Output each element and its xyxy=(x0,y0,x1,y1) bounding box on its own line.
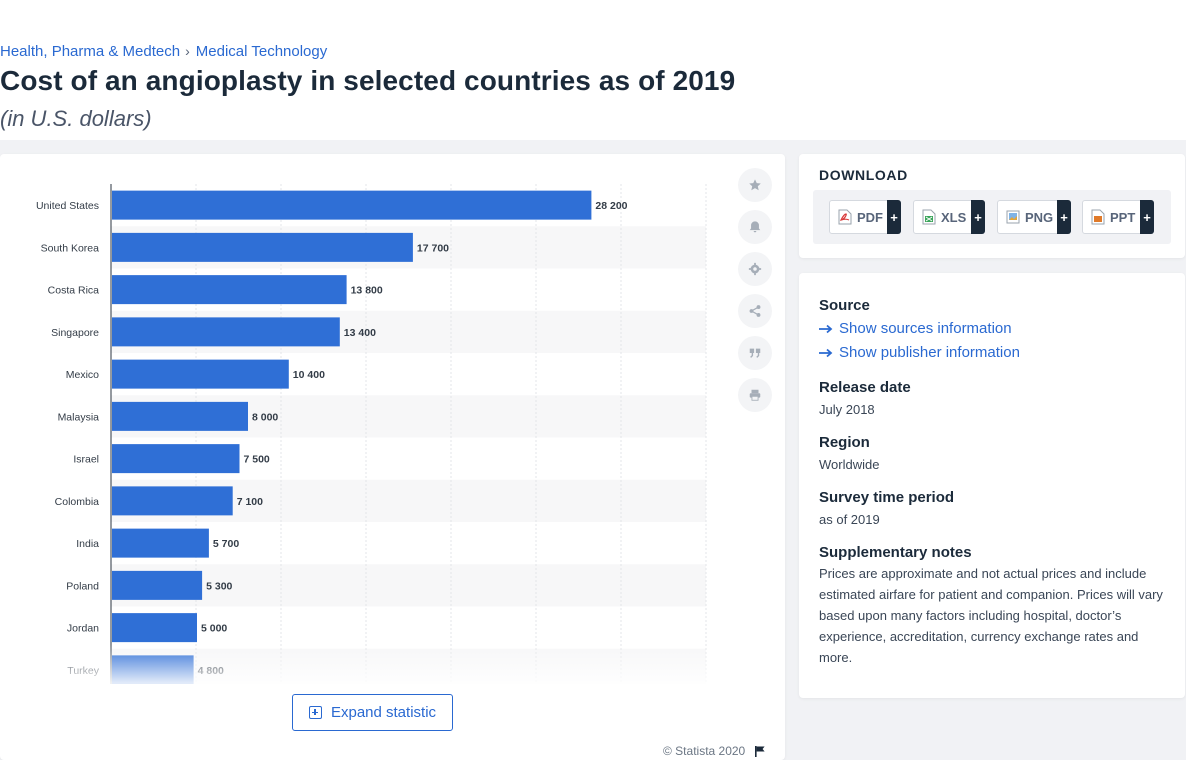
download-png-button[interactable]: PNG + xyxy=(997,200,1071,234)
show-sources-link[interactable]: Show sources information xyxy=(819,320,1012,337)
category-label: United States xyxy=(36,200,99,212)
breadcrumb-category-link[interactable]: Health, Pharma & Medtech xyxy=(0,43,181,60)
category-label: India xyxy=(76,538,99,550)
ppt-plus: + xyxy=(1140,200,1154,234)
region-heading: Region xyxy=(819,434,870,451)
breadcrumb: Health, Pharma & Medtech › Medical Technol… xyxy=(0,43,327,60)
value-label: 28 200 xyxy=(595,200,627,212)
download-xls-button[interactable]: XLS + xyxy=(913,200,985,234)
header-area xyxy=(0,0,1186,140)
statistic-details-panel: Source Show sources information Show pub… xyxy=(799,273,1185,698)
category-label: Mexico xyxy=(66,369,99,381)
png-plus: + xyxy=(1057,200,1071,234)
value-label: 13 400 xyxy=(344,327,376,339)
value-label: 7 100 xyxy=(237,496,263,508)
show-publisher-label: Show publisher information xyxy=(839,344,1020,361)
region-value: Worldwide xyxy=(819,457,880,472)
bar xyxy=(112,317,340,347)
bar xyxy=(112,401,248,431)
download-panel: DOWNLOAD PDF + XLS + PNG + PPT + xyxy=(799,154,1185,258)
ppt-label: PPT xyxy=(1110,209,1136,225)
arrow-right-icon xyxy=(819,324,833,333)
bar xyxy=(112,232,413,262)
category-label: Malaysia xyxy=(58,411,100,423)
download-title: DOWNLOAD xyxy=(819,167,908,183)
notification-bell-icon[interactable] xyxy=(738,210,772,244)
chart-card: United States 28 200 South Korea 17 700 Cost… xyxy=(0,154,785,760)
breadcrumb-separator: › xyxy=(185,43,190,59)
category-label: Costa Rica xyxy=(48,285,100,297)
download-bar: PDF + XLS + PNG + PPT + xyxy=(813,190,1171,244)
value-label: 10 400 xyxy=(293,369,325,381)
value-label: 13 800 xyxy=(351,285,383,297)
row-stripe xyxy=(111,564,706,607)
source-heading: Source xyxy=(819,297,870,314)
page-title: Cost of an angioplasty in selected count… xyxy=(0,65,736,96)
download-pdf-button[interactable]: PDF + xyxy=(829,200,901,234)
xls-label: XLS xyxy=(941,209,967,225)
bar xyxy=(112,190,592,220)
expand-plus-icon xyxy=(308,706,322,719)
settings-gear-icon[interactable] xyxy=(738,252,772,286)
pdf-label: PDF xyxy=(857,209,883,225)
value-label: 7 500 xyxy=(244,454,270,466)
survey-period-value: as of 2019 xyxy=(819,512,880,527)
expand-statistic-button[interactable]: Expand statistic xyxy=(292,694,453,731)
value-label: 5 700 xyxy=(213,538,239,550)
bar xyxy=(112,613,197,643)
category-label: Singapore xyxy=(51,327,99,339)
pdf-plus: + xyxy=(887,200,901,234)
supplementary-notes-text: Prices are approximate and not actual pr… xyxy=(819,566,1163,665)
show-publisher-link[interactable]: Show publisher information xyxy=(819,344,1020,361)
release-date-value: July 2018 xyxy=(819,402,875,417)
page-subtitle: (in U.S. dollars) xyxy=(0,106,152,131)
bar xyxy=(112,275,347,305)
bar xyxy=(112,359,289,389)
ppt-file-icon xyxy=(1091,209,1105,225)
xls-plus: + xyxy=(971,200,985,234)
supplementary-notes-heading: Supplementary notes xyxy=(819,544,972,561)
print-icon[interactable] xyxy=(738,378,772,412)
share-icon[interactable] xyxy=(738,294,772,328)
bar xyxy=(112,570,203,600)
copyright-text: © Statista 2020 xyxy=(663,744,746,758)
bar-chart: United States 28 200 South Korea 17 700 Cost… xyxy=(36,184,707,684)
value-label: 5 300 xyxy=(206,580,232,592)
value-label: 5 000 xyxy=(201,623,227,635)
png-label: PNG xyxy=(1025,209,1054,225)
pdf-file-icon xyxy=(838,209,852,225)
arrow-right-icon xyxy=(819,348,833,357)
category-label: Jordan xyxy=(67,623,99,635)
survey-period-heading: Survey time period xyxy=(819,489,955,506)
category-label: Israel xyxy=(73,454,99,466)
release-date-heading: Release date xyxy=(819,379,911,396)
report-flag-icon[interactable] xyxy=(754,745,766,757)
expand-statistic-label: Expand statistic xyxy=(330,704,437,721)
bar xyxy=(112,486,233,516)
bar xyxy=(112,528,209,558)
favorite-star-icon[interactable] xyxy=(738,168,772,202)
value-label: 17 700 xyxy=(417,242,449,254)
show-sources-label: Show sources information xyxy=(839,320,1012,337)
category-label: Colombia xyxy=(55,496,100,508)
breadcrumb-subcategory-link[interactable]: Medical Technology xyxy=(195,43,328,60)
category-label: Poland xyxy=(66,580,99,592)
xls-file-icon xyxy=(922,209,936,225)
png-file-icon xyxy=(1006,210,1020,224)
chart-tools xyxy=(738,168,772,420)
download-ppt-button[interactable]: PPT + xyxy=(1082,200,1154,234)
category-label: South Korea xyxy=(41,242,100,254)
citation-quote-icon[interactable] xyxy=(738,336,772,370)
value-label: 8 000 xyxy=(252,411,278,423)
bar xyxy=(112,444,240,474)
